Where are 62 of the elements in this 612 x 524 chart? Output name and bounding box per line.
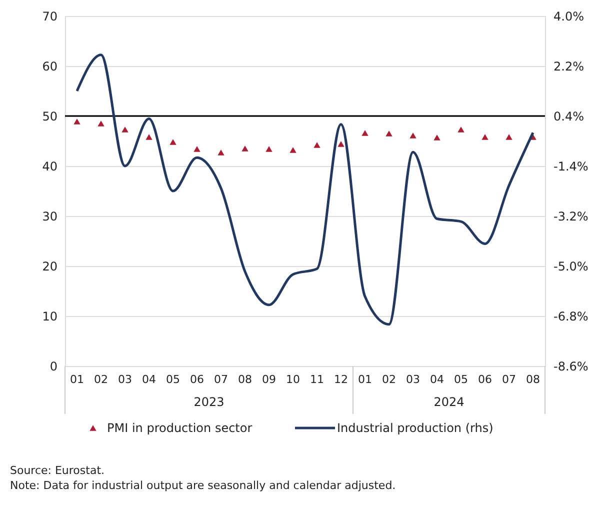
- point: [362, 130, 368, 136]
- point: [218, 150, 224, 156]
- point: [122, 126, 128, 132]
- point: [410, 132, 416, 138]
- x-tick-label: 04: [142, 373, 156, 386]
- x-tick-label: 04: [430, 373, 444, 386]
- x-tick-label: 08: [238, 373, 252, 386]
- point: [74, 118, 80, 124]
- point: [98, 120, 104, 126]
- x-tick-label: 07: [502, 373, 516, 386]
- y-tick-label: 50: [42, 110, 58, 124]
- point: [314, 142, 320, 148]
- x-tick-label: 02: [382, 373, 396, 386]
- point: [242, 146, 248, 152]
- point: [290, 147, 296, 153]
- y-tick-label: 0: [50, 360, 58, 374]
- x-tick-label: 02: [94, 373, 108, 386]
- y2-tick-label: -3.2%: [554, 210, 588, 224]
- text: 2024: [434, 395, 464, 409]
- legend-label: Industrial production (rhs): [337, 421, 494, 435]
- y2-tick-label: -5.0%: [554, 260, 588, 274]
- y-tick-label: 20: [42, 260, 58, 274]
- point: [482, 134, 488, 140]
- x-tick-label: 03: [118, 373, 132, 386]
- y2-tick-label: 4.0%: [554, 10, 584, 24]
- y-tick-label: 10: [42, 310, 58, 324]
- x-tick-label: 01: [358, 373, 372, 386]
- y-tick-label: 40: [42, 160, 58, 174]
- x-tick-label: 05: [454, 373, 468, 386]
- point: [146, 134, 152, 140]
- x-tick-label: 06: [478, 373, 492, 386]
- y2-tick-label: 2.2%: [554, 60, 584, 74]
- source-note: Source: Eurostat.: [10, 464, 105, 477]
- legend-label: PMI in production sector: [107, 421, 252, 435]
- y2-tick-label: -1.4%: [554, 160, 588, 174]
- line-series: [76, 54, 534, 326]
- x-tick-label: 05: [166, 373, 180, 386]
- x-tick-label: 07: [214, 373, 228, 386]
- y2-tick-label: -6.8%: [554, 310, 588, 324]
- y-tick-label: 60: [42, 60, 58, 74]
- text: Note: Data for industrial output are seasonally and calendar adjusted.: [10, 479, 396, 492]
- y-tick-label: 70: [42, 10, 58, 24]
- y2-tick-label: 0.4%: [554, 110, 584, 124]
- point: [458, 126, 464, 132]
- point: [434, 134, 440, 140]
- y2-tick-label: -8.6%: [554, 360, 588, 374]
- x-tick-label: 01: [70, 373, 84, 386]
- x-tick-label: 08: [526, 373, 540, 386]
- x-tick-label: 06: [190, 373, 204, 386]
- x-tick-label: 10: [286, 373, 300, 386]
- x-tick-label: 11: [310, 373, 324, 386]
- y-tick-label: 30: [42, 210, 58, 224]
- x-tick-label: 03: [406, 373, 420, 386]
- point: [170, 139, 176, 145]
- point: [194, 146, 200, 152]
- point: [338, 141, 344, 147]
- point: [506, 134, 512, 140]
- point: [266, 146, 272, 152]
- x-tick-label: 09: [262, 373, 276, 386]
- text: 2023: [194, 395, 224, 409]
- x-tick-label: 12: [334, 373, 348, 386]
- point: [386, 130, 392, 136]
